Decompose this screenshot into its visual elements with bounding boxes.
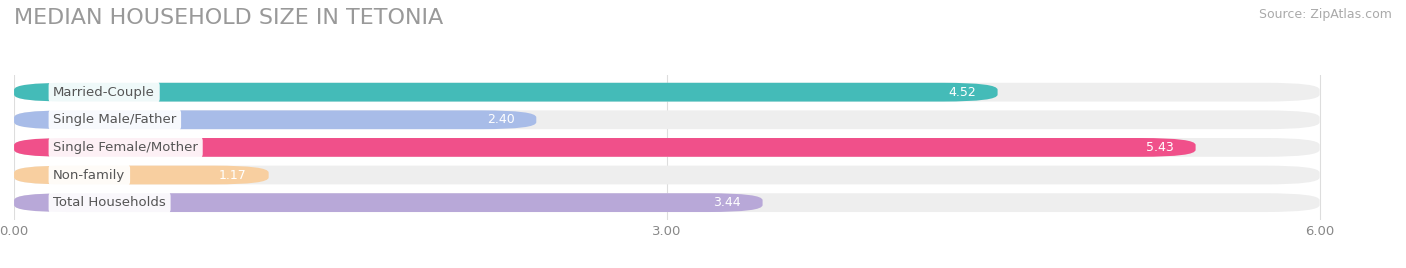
Text: 3.44: 3.44 [713,196,741,209]
Text: 2.40: 2.40 [486,113,515,126]
FancyBboxPatch shape [14,193,1320,212]
FancyBboxPatch shape [14,83,1320,102]
Text: 4.52: 4.52 [948,86,976,99]
Text: Single Male/Father: Single Male/Father [53,113,177,126]
Text: Single Female/Mother: Single Female/Mother [53,141,198,154]
FancyBboxPatch shape [14,138,1195,157]
Text: Non-family: Non-family [53,169,125,181]
FancyBboxPatch shape [14,83,998,102]
FancyBboxPatch shape [14,166,1320,184]
FancyBboxPatch shape [14,110,1320,129]
FancyBboxPatch shape [14,138,1320,157]
Text: 5.43: 5.43 [1146,141,1174,154]
FancyBboxPatch shape [14,166,269,184]
FancyBboxPatch shape [14,110,536,129]
Text: Total Households: Total Households [53,196,166,209]
Text: 1.17: 1.17 [219,169,247,181]
Text: MEDIAN HOUSEHOLD SIZE IN TETONIA: MEDIAN HOUSEHOLD SIZE IN TETONIA [14,8,443,28]
Text: Source: ZipAtlas.com: Source: ZipAtlas.com [1258,8,1392,21]
FancyBboxPatch shape [14,193,762,212]
Text: Married-Couple: Married-Couple [53,86,155,99]
